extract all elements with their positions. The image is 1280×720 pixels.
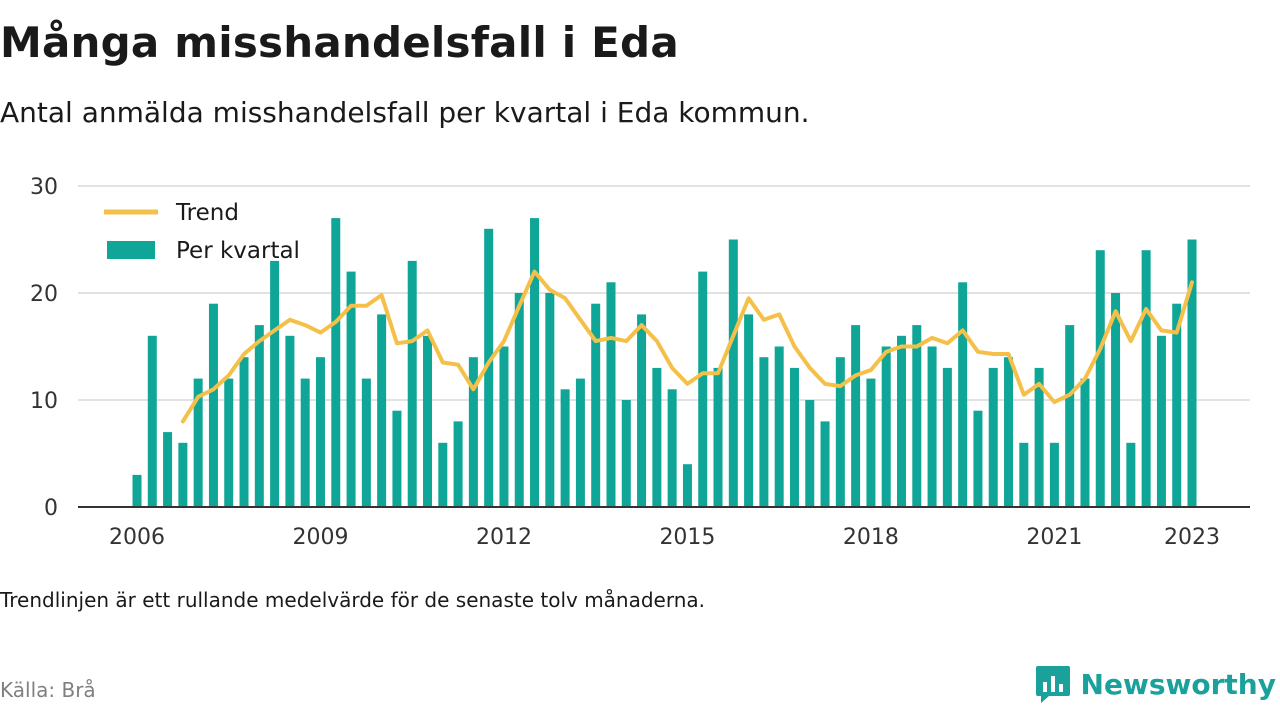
bar [942,367,952,507]
y-tick-label: 20 [30,282,58,307]
chart-subtitle: Antal anmälda misshandelsfall per kvarta… [0,96,810,129]
bar [973,410,983,507]
bar [560,389,570,507]
trend-line [180,269,1194,424]
bar-chart-logo-icon [1035,666,1070,703]
bar [407,260,417,507]
bar [667,389,677,507]
bar [346,271,356,507]
bar [285,335,295,507]
bar [315,357,325,507]
bar [575,378,585,507]
bar [254,325,264,507]
bar [132,474,142,507]
bar [1095,250,1105,507]
bar [591,303,601,507]
bar [530,218,540,507]
bar [820,421,830,507]
bar [1049,442,1059,507]
bar [1019,442,1029,507]
footnote: Trendlinjen är ett rullande medelvärde f… [0,588,706,612]
bar [805,400,815,507]
bar [1172,303,1182,507]
legend-trend-label: Trend [175,200,239,226]
bar [453,421,463,507]
bar [484,228,494,508]
x-tick-label: 2006 [109,525,165,550]
y-axis: 0 10 20 30 [30,175,58,521]
bar [835,357,845,507]
bar [728,239,738,507]
bar [361,378,371,507]
brand: Newsworthy [1035,664,1276,704]
bar [988,367,998,507]
bar [239,357,249,507]
bar [912,325,922,507]
bar [1004,357,1014,507]
bar [927,346,937,507]
x-tick-label: 2015 [659,525,715,550]
bar [1065,325,1075,507]
legend-bars-label: Per kvartal [176,238,300,264]
gridlines [78,185,1250,401]
bar [774,346,784,507]
x-axis: 2006 2009 2012 2015 2018 2021 2023 [109,525,1220,550]
bar [851,325,861,507]
bar [897,335,906,507]
y-tick-label: 0 [44,496,58,521]
bar [438,442,448,507]
y-tick-label: 30 [30,175,58,200]
bar [789,367,799,507]
bar [621,400,631,507]
bar [1187,239,1197,507]
bar [147,335,157,507]
bar [682,464,692,507]
bar [300,378,310,507]
brand-name: Newsworthy [1080,667,1276,701]
bar [377,314,387,507]
legend: Trend Per kvartal [104,200,300,264]
bar [1080,378,1090,507]
legend-bars-swatch [107,241,155,259]
bar [423,335,433,507]
bar [713,367,723,507]
bar [866,378,876,507]
bar [392,410,402,507]
x-tick-label: 2021 [1026,525,1082,550]
bar [545,293,555,507]
bar [881,346,891,507]
y-tick-label: 10 [30,389,58,414]
bar [958,282,968,507]
bar [1156,335,1166,507]
bar [224,378,234,507]
x-tick-label: 2009 [292,525,348,550]
bar [163,432,173,507]
chart-area: 0 10 20 30 2006 2009 2012 2015 2018 2021 2023 Tre… [30,175,1250,550]
bar [1126,442,1136,507]
bar [468,357,478,507]
bar [698,271,708,507]
bar [193,378,203,507]
bar [606,282,616,507]
bar [637,314,647,507]
bar [208,303,218,507]
x-tick-label: 2018 [843,525,899,550]
bar [331,218,341,507]
bar [1034,367,1044,507]
bar [1111,293,1121,507]
bar [744,314,754,507]
bar [652,367,662,507]
x-tick-label: 2023 [1164,525,1220,550]
bar [499,346,509,507]
bar [514,293,524,507]
x-tick-label: 2012 [476,525,532,550]
bar [759,357,769,507]
source-credit: Källa: Brå [0,678,96,702]
bar [1141,250,1151,507]
bar-series [132,218,1197,508]
bar [270,260,280,507]
bar [178,442,188,507]
chart-title: Många misshandelsfall i Eda [0,18,679,67]
